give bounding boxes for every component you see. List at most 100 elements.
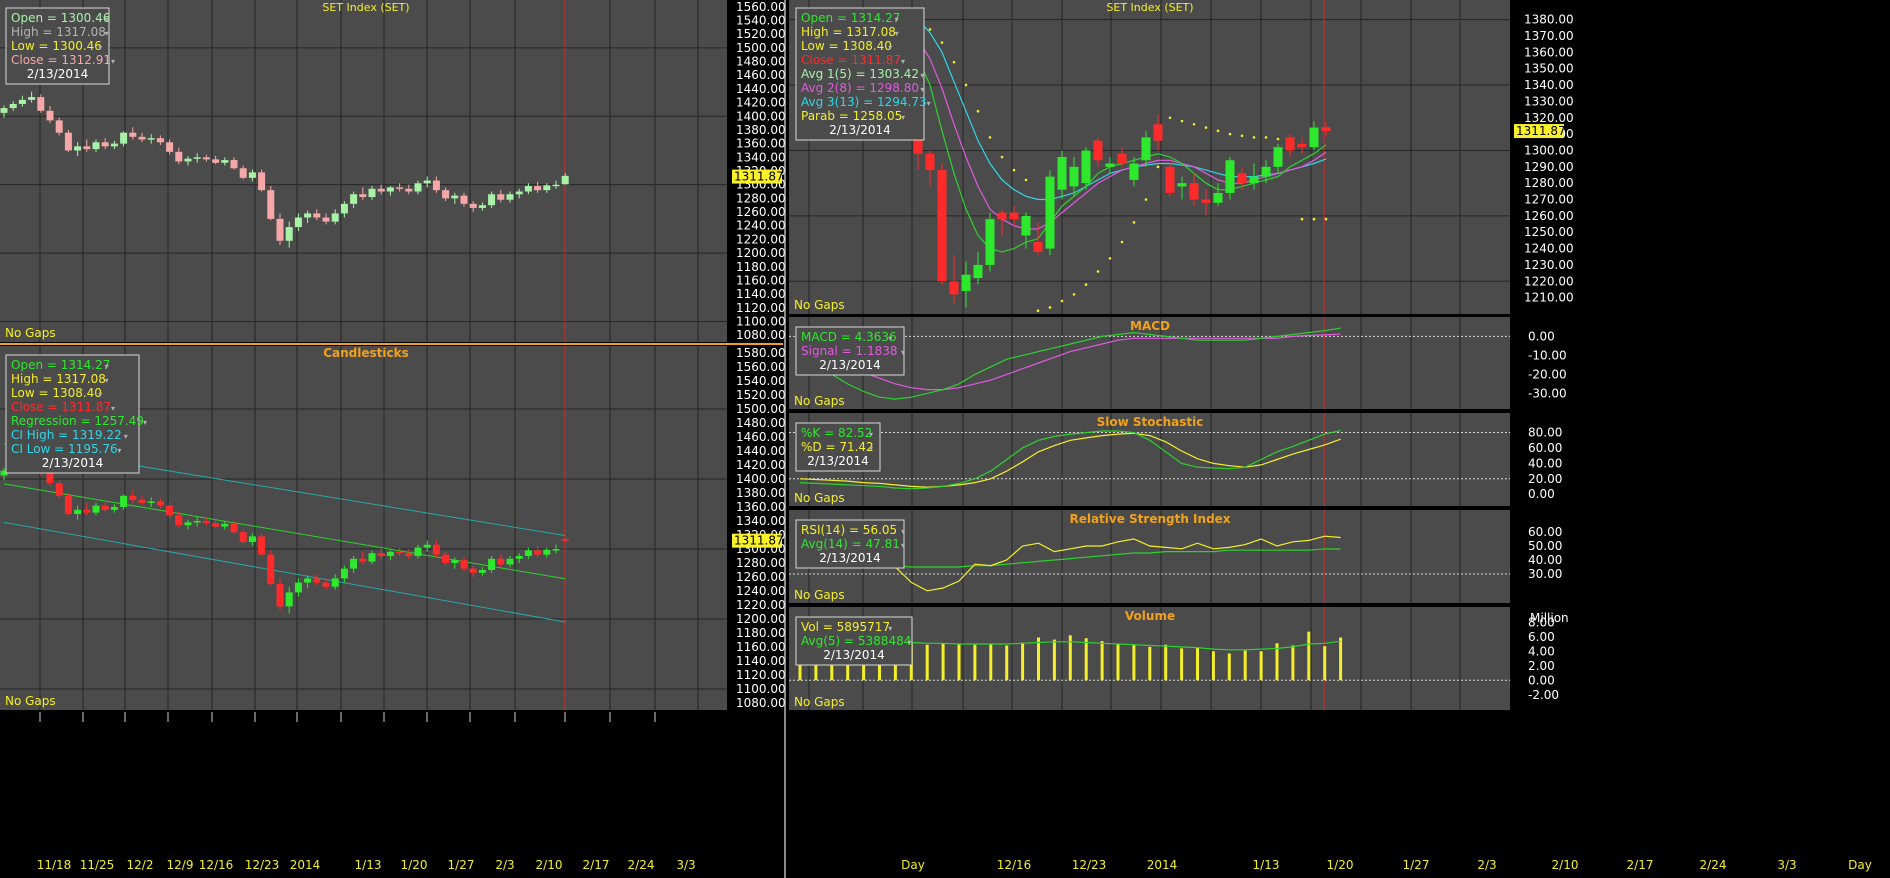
candle-body[interactable] xyxy=(294,217,302,228)
candle-body[interactable] xyxy=(83,509,91,513)
candle-body[interactable] xyxy=(175,151,183,162)
legend-dropdown-icon[interactable]: ▾ xyxy=(105,29,109,38)
volume-bar[interactable] xyxy=(973,644,977,681)
candle-body[interactable] xyxy=(294,582,302,593)
candle-body[interactable] xyxy=(488,558,496,570)
candle-body[interactable] xyxy=(267,554,275,584)
candle-body[interactable] xyxy=(276,584,284,607)
candle-body[interactable] xyxy=(313,578,321,583)
candle-body[interactable] xyxy=(28,97,36,100)
candle-body[interactable] xyxy=(156,501,164,506)
candle-body[interactable] xyxy=(386,187,394,192)
candle-body[interactable] xyxy=(368,553,376,562)
candle-body[interactable] xyxy=(331,213,339,222)
candle-body[interactable] xyxy=(64,495,72,514)
volume-bar[interactable] xyxy=(989,644,993,681)
candle-body[interactable] xyxy=(74,146,82,151)
candle-body[interactable] xyxy=(156,138,164,143)
legend-dropdown-icon[interactable]: ▾ xyxy=(98,390,102,399)
candle-body[interactable] xyxy=(184,158,192,162)
candle-body[interactable] xyxy=(488,194,496,206)
candle-body[interactable] xyxy=(258,172,266,191)
volume-bar[interactable] xyxy=(1164,644,1168,681)
candle-body[interactable] xyxy=(202,157,210,160)
legend-box[interactable] xyxy=(795,326,905,376)
candle-body[interactable] xyxy=(147,501,155,503)
candle-body[interactable] xyxy=(432,180,440,191)
candle-body[interactable] xyxy=(304,213,312,218)
candle-body[interactable] xyxy=(285,227,293,241)
volume-bar[interactable] xyxy=(1084,638,1088,681)
candle-body[interactable] xyxy=(285,592,293,607)
candle-body[interactable] xyxy=(1153,124,1163,141)
legend-dropdown-icon[interactable]: ▾ xyxy=(143,418,147,427)
legend-dropdown-icon[interactable]: ▾ xyxy=(105,362,109,371)
candle-body[interactable] xyxy=(1105,163,1115,167)
volume-bar[interactable] xyxy=(1068,635,1072,681)
candle-body[interactable] xyxy=(0,470,8,476)
volume-bar[interactable] xyxy=(830,656,834,681)
candle-body[interactable] xyxy=(442,554,450,563)
candle-body[interactable] xyxy=(515,191,523,195)
candle-body[interactable] xyxy=(37,97,45,111)
candle-body[interactable] xyxy=(1165,166,1175,193)
candle-body[interactable] xyxy=(442,190,450,199)
candle-body[interactable] xyxy=(350,558,358,569)
candle-body[interactable] xyxy=(1273,147,1283,167)
candle-body[interactable] xyxy=(313,213,321,218)
candle-body[interactable] xyxy=(230,523,238,533)
candle-body[interactable] xyxy=(524,186,532,192)
candle-body[interactable] xyxy=(432,544,440,555)
candle-body[interactable] xyxy=(212,523,220,527)
candle-body[interactable] xyxy=(74,509,82,514)
candle-body[interactable] xyxy=(478,570,486,573)
candle-body[interactable] xyxy=(221,160,229,163)
volume-bar[interactable] xyxy=(957,644,961,681)
candle-body[interactable] xyxy=(414,183,422,192)
candle-body[interactable] xyxy=(1093,140,1103,161)
candle-body[interactable] xyxy=(377,188,385,192)
candle-body[interactable] xyxy=(1213,192,1223,203)
volume-bar[interactable] xyxy=(1052,639,1056,681)
candle-body[interactable] xyxy=(92,142,100,150)
legend-dropdown-icon[interactable]: ▾ xyxy=(98,43,102,52)
legend-box[interactable] xyxy=(795,519,905,569)
candle-body[interactable] xyxy=(221,523,229,527)
candle-body[interactable] xyxy=(1309,127,1319,148)
candle-body[interactable] xyxy=(1021,215,1031,236)
volume-bar[interactable] xyxy=(1180,648,1184,681)
volume-bar[interactable] xyxy=(1021,642,1025,681)
candle-body[interactable] xyxy=(985,219,995,265)
legend-dropdown-icon[interactable]: ▾ xyxy=(901,348,905,357)
legend-dropdown-icon[interactable]: ▾ xyxy=(901,527,905,536)
candle-body[interactable] xyxy=(949,281,959,295)
candle-body[interactable] xyxy=(1045,176,1055,249)
candle-body[interactable] xyxy=(460,195,468,204)
candle-body[interactable] xyxy=(1141,137,1151,161)
candle-body[interactable] xyxy=(1177,183,1187,187)
legend-box[interactable] xyxy=(795,616,913,666)
plot-area[interactable] xyxy=(789,413,1510,506)
candle-body[interactable] xyxy=(1033,242,1043,252)
legend-box[interactable] xyxy=(795,422,881,472)
plot-area[interactable] xyxy=(789,317,1510,409)
candle-body[interactable] xyxy=(414,547,422,556)
candle-body[interactable] xyxy=(193,521,201,523)
candle-body[interactable] xyxy=(469,568,477,573)
candle-body[interactable] xyxy=(1225,160,1235,193)
candle-body[interactable] xyxy=(1081,150,1091,184)
candle-body[interactable] xyxy=(55,120,63,133)
legend-box[interactable] xyxy=(795,7,925,141)
volume-bar[interactable] xyxy=(1227,653,1231,681)
legend-dropdown-icon[interactable]: ▾ xyxy=(920,71,924,80)
candle-body[interactable] xyxy=(1009,212,1019,220)
volume-bar[interactable] xyxy=(1196,647,1199,681)
legend-dropdown-icon[interactable]: ▾ xyxy=(124,432,128,441)
candle-body[interactable] xyxy=(101,142,109,147)
candle-body[interactable] xyxy=(230,160,238,169)
legend-dropdown-icon[interactable]: ▾ xyxy=(117,446,121,455)
volume-bar[interactable] xyxy=(1275,643,1279,681)
candle-body[interactable] xyxy=(175,515,183,526)
candle-body[interactable] xyxy=(368,188,376,197)
candle-body[interactable] xyxy=(18,99,26,104)
